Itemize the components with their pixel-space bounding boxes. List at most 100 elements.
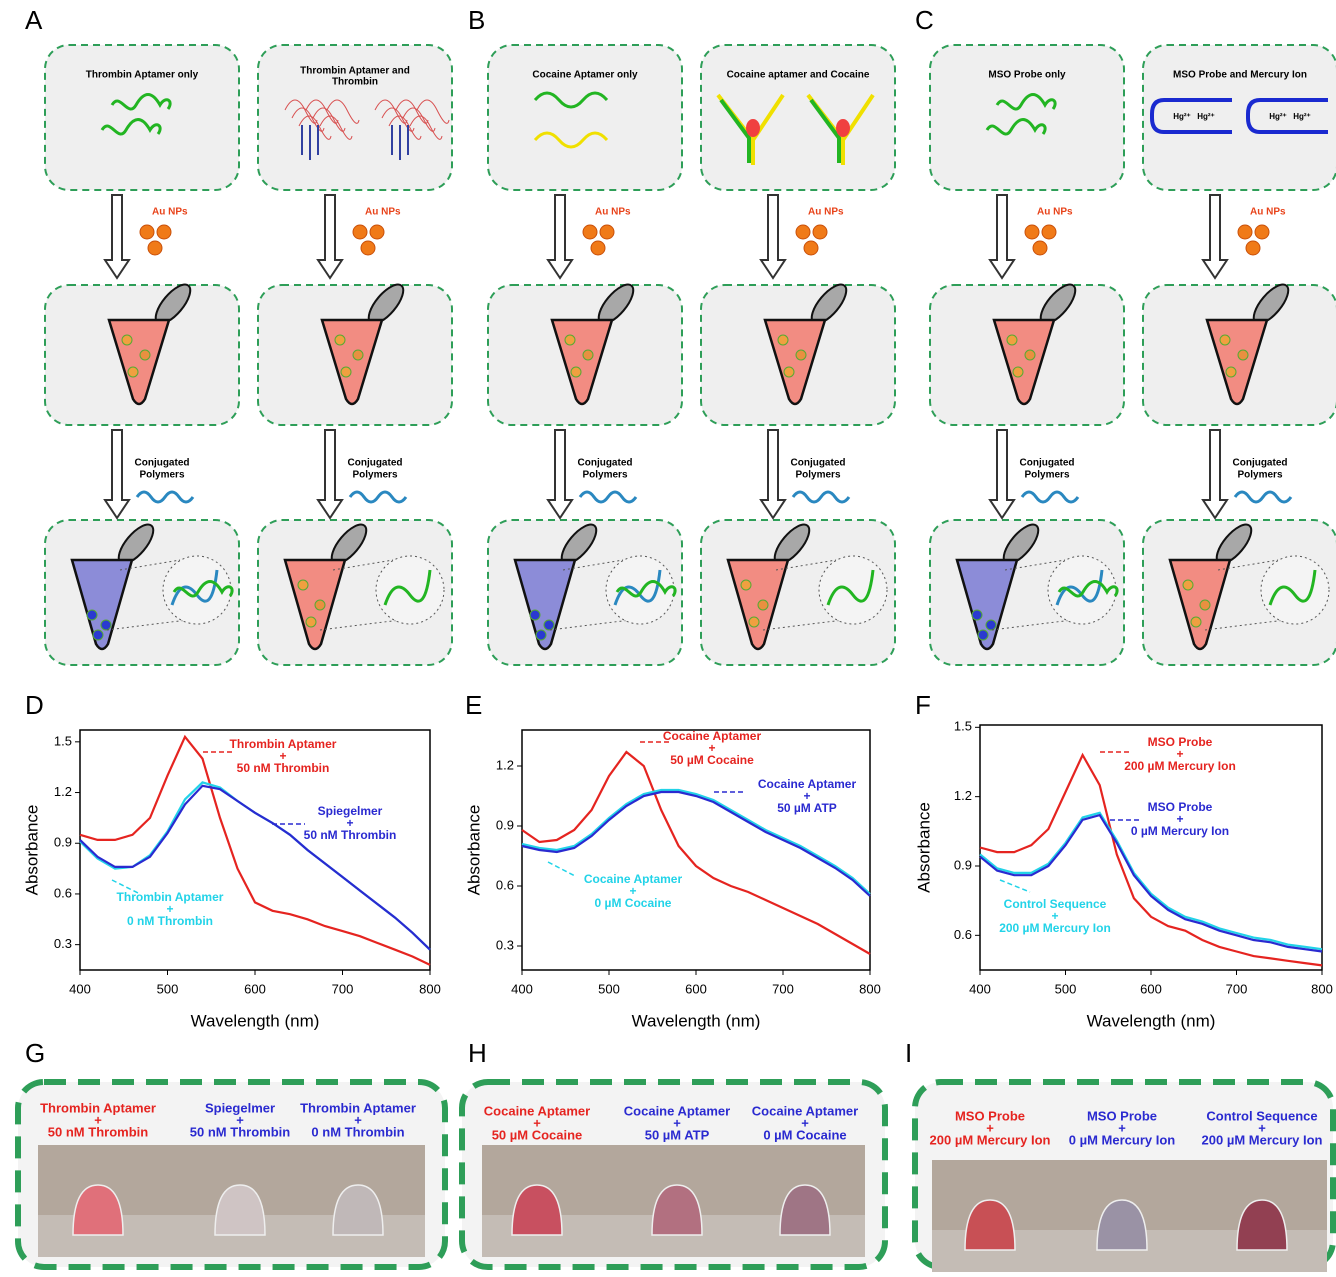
spectrum-line (79, 734, 431, 966)
scheme-box (44, 44, 240, 191)
spectrum-line (79, 784, 431, 951)
annotation: Cocaine Aptamer (758, 777, 857, 791)
polymer-label: Conjugated (1020, 458, 1075, 469)
mso-probe (1150, 98, 1232, 134)
particle (783, 366, 795, 378)
x-tick-label: 400 (69, 981, 91, 996)
particle (121, 334, 133, 346)
annotation: + (279, 749, 286, 763)
zoom-content (826, 569, 875, 606)
arrow (1201, 194, 1229, 280)
photo-label: 50 µM ATP (645, 1127, 710, 1142)
gold-nanoparticle (1237, 224, 1253, 240)
particle (92, 629, 104, 641)
particle (314, 599, 326, 611)
panel-label: D (25, 690, 44, 720)
particle (757, 599, 769, 611)
polymer-label: Conjugated (578, 458, 633, 469)
y-tick-label: 0.6 (54, 885, 72, 900)
zoom-circle (818, 555, 888, 625)
y-tick-label: 1.2 (954, 788, 972, 803)
y-tick-label: 1.5 (954, 719, 972, 734)
x-axis-label: Wavelength (nm) (1087, 1011, 1216, 1030)
tube (955, 558, 1019, 651)
polymer-label: Conjugated (791, 458, 846, 469)
x-tick-label: 800 (859, 981, 881, 996)
tube-photo (1236, 1199, 1288, 1251)
annotation: MSO Probe (1148, 735, 1213, 749)
ion-label: Hg²⁺ (1197, 112, 1215, 121)
aptamer-strand (995, 93, 1057, 111)
polymer-label: Conjugated (1233, 458, 1288, 469)
particle (564, 334, 576, 346)
gold-nanoparticle (147, 240, 163, 256)
particle (777, 334, 789, 346)
arrow (759, 429, 787, 520)
photo-label: 50 nM Thrombin (190, 1124, 290, 1139)
np-label: Au NPs (1037, 207, 1073, 218)
ion-label: Hg²⁺ (1269, 112, 1287, 121)
x-tick-label: 700 (772, 981, 794, 996)
particle (334, 334, 346, 346)
particle (1012, 366, 1024, 378)
polymer-label: Polymers (1237, 470, 1282, 481)
box-title: Cocaine aptamer and Cocaine (727, 70, 870, 81)
ion-label: Hg²⁺ (1173, 112, 1191, 121)
x-axis-label: Wavelength (nm) (632, 1011, 761, 1030)
spectrum-line (979, 752, 1323, 967)
panel-label: C (915, 5, 934, 35)
aptamer-strand (100, 118, 162, 136)
particle (352, 349, 364, 361)
polymer (1020, 490, 1080, 504)
annotation: 50 nM Thrombin (237, 761, 330, 775)
spectrum-line (979, 811, 1323, 951)
annotation: 50 nM Thrombin (304, 828, 397, 842)
np-label: Au NPs (1250, 207, 1286, 218)
x-tick-label: 500 (157, 981, 179, 996)
y-axis-label: Absorbance (22, 805, 41, 896)
gold-nanoparticle (812, 224, 828, 240)
gold-nanoparticle (590, 240, 606, 256)
protein (416, 99, 450, 124)
gold-nanoparticle (360, 240, 376, 256)
tube-photo (1096, 1199, 1148, 1251)
photo-label: + (533, 1115, 541, 1130)
photo-label: + (673, 1115, 681, 1130)
zoom-line (762, 619, 844, 631)
zoom-circle (375, 555, 445, 625)
scheme-box (487, 44, 683, 191)
particle (985, 619, 997, 631)
arrow (759, 194, 787, 280)
np-label: Au NPs (595, 207, 631, 218)
y-axis-label: Absorbance (464, 805, 483, 896)
particle (1190, 616, 1202, 628)
spectrum-line (521, 790, 871, 897)
y-tick-label: 0.9 (54, 835, 72, 850)
zoom-line (1004, 559, 1066, 571)
y-tick-label: 1.5 (54, 733, 72, 748)
photo-label: Cocaine Aptamer (624, 1103, 730, 1118)
particle (1199, 599, 1211, 611)
photo-label: 200 µM Mercury Ion (930, 1132, 1051, 1147)
x-tick-label: 500 (598, 981, 620, 996)
panel-label: E (465, 690, 482, 720)
photo-label: + (236, 1112, 244, 1127)
protein (409, 115, 443, 140)
gold-nanoparticle (803, 240, 819, 256)
annotation: Thrombin Aptamer (117, 890, 224, 904)
gold-nanoparticle (139, 224, 155, 240)
box-title: Thrombin Aptamer only (86, 70, 199, 81)
particle (971, 609, 983, 621)
annotation: + (803, 789, 810, 803)
zoom-content (383, 569, 432, 606)
annotation: MSO Probe (1148, 800, 1213, 814)
aptamer (301, 125, 319, 160)
zoom-line (1217, 559, 1279, 571)
zoom-line (991, 619, 1073, 631)
arrow (316, 194, 344, 280)
x-tick-label: 600 (1140, 981, 1162, 996)
cocaine (746, 119, 760, 137)
tube-photo (511, 1184, 563, 1236)
annotation: 50 µM Cocaine (670, 753, 754, 767)
